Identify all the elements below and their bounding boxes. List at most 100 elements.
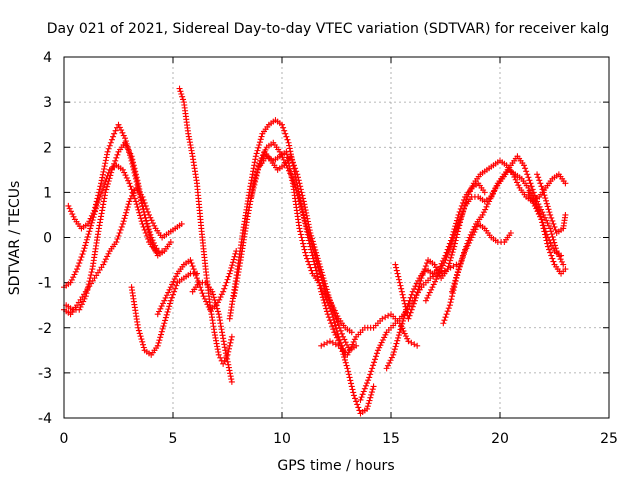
data-point [101, 163, 108, 170]
data-point [172, 285, 179, 292]
data-point [507, 229, 514, 236]
data-point [248, 193, 255, 200]
data-point [423, 260, 430, 267]
data-point [331, 329, 338, 336]
data-point [161, 297, 168, 304]
data-point [479, 211, 486, 218]
data-point [132, 171, 139, 178]
data-point [431, 261, 438, 268]
data-point [305, 221, 312, 228]
data-point [298, 234, 305, 241]
data-point [303, 209, 310, 216]
data-point [126, 180, 133, 187]
data-point [520, 162, 527, 169]
data-point [226, 270, 233, 277]
y-tick-label: 0 [43, 231, 52, 247]
data-point [82, 242, 89, 249]
data-point [140, 344, 147, 351]
grid [64, 57, 609, 418]
data-point [544, 203, 551, 210]
data-point [450, 246, 457, 253]
data-point [151, 222, 158, 229]
data-point [106, 142, 113, 149]
data-point [83, 239, 90, 246]
data-point [331, 319, 338, 326]
data-point [221, 285, 228, 292]
data-point [105, 178, 112, 185]
data-point [256, 139, 263, 146]
data-point [304, 215, 311, 222]
tick-labels: 0 5 10 15 20 25 -4 -3 -2 -1 0 1 2 3 4 [38, 50, 618, 447]
data-point [149, 220, 156, 227]
data-point [400, 315, 407, 322]
data-point [179, 93, 186, 100]
data-point [457, 214, 464, 221]
data-point [514, 179, 521, 186]
data-point [482, 206, 489, 213]
data-point [342, 339, 349, 346]
data-point [135, 324, 142, 331]
data-point [343, 362, 350, 369]
data-point [354, 401, 361, 408]
data-point [562, 180, 569, 187]
data-point [393, 340, 400, 347]
data-point [314, 255, 321, 262]
data-point [210, 291, 217, 298]
data-point [112, 127, 119, 134]
data-point [99, 174, 106, 181]
data-point [139, 200, 146, 207]
data-point [453, 226, 460, 233]
data-point [116, 229, 123, 236]
data-point [131, 165, 138, 172]
data-point [118, 223, 125, 230]
data-point [154, 342, 161, 349]
data-point [100, 168, 107, 175]
data-point [252, 178, 259, 185]
data-point [169, 281, 176, 288]
data-point [167, 297, 174, 304]
data-point [71, 271, 78, 278]
data-point [65, 202, 72, 209]
data-point [288, 174, 295, 181]
data-point [321, 341, 328, 348]
data-point [87, 272, 94, 279]
data-point [542, 195, 549, 202]
data-point [402, 303, 409, 310]
data-point [228, 264, 235, 271]
data-point [406, 297, 413, 304]
data-point [344, 365, 351, 372]
data-point [113, 239, 120, 246]
data-point [349, 386, 356, 393]
data-point [141, 209, 148, 216]
data-point [137, 333, 144, 340]
data-point [541, 192, 548, 199]
data-point [225, 364, 232, 371]
data-point [473, 223, 480, 230]
data-point [153, 249, 160, 256]
y-axis-title: SDTVAR / TECUs [7, 181, 23, 296]
data-point [283, 133, 290, 140]
data-point [540, 225, 547, 232]
data-point [388, 354, 395, 361]
data-point [321, 299, 328, 306]
data-point [409, 288, 416, 295]
data-point [376, 344, 383, 351]
data-point [511, 174, 518, 181]
data-point [397, 326, 404, 333]
data-point [156, 308, 163, 315]
data-point [223, 279, 230, 286]
data-point [377, 342, 384, 349]
data-point [525, 189, 532, 196]
data-point [452, 229, 459, 236]
data-point [459, 254, 466, 261]
data-point [345, 368, 352, 375]
data-point [383, 365, 390, 372]
x-tick-label: 0 [60, 431, 69, 447]
data-point [526, 177, 533, 184]
data-point [483, 203, 490, 210]
data-point [407, 294, 414, 301]
data-point [395, 334, 402, 341]
data-point [322, 280, 329, 287]
data-point [210, 294, 217, 301]
